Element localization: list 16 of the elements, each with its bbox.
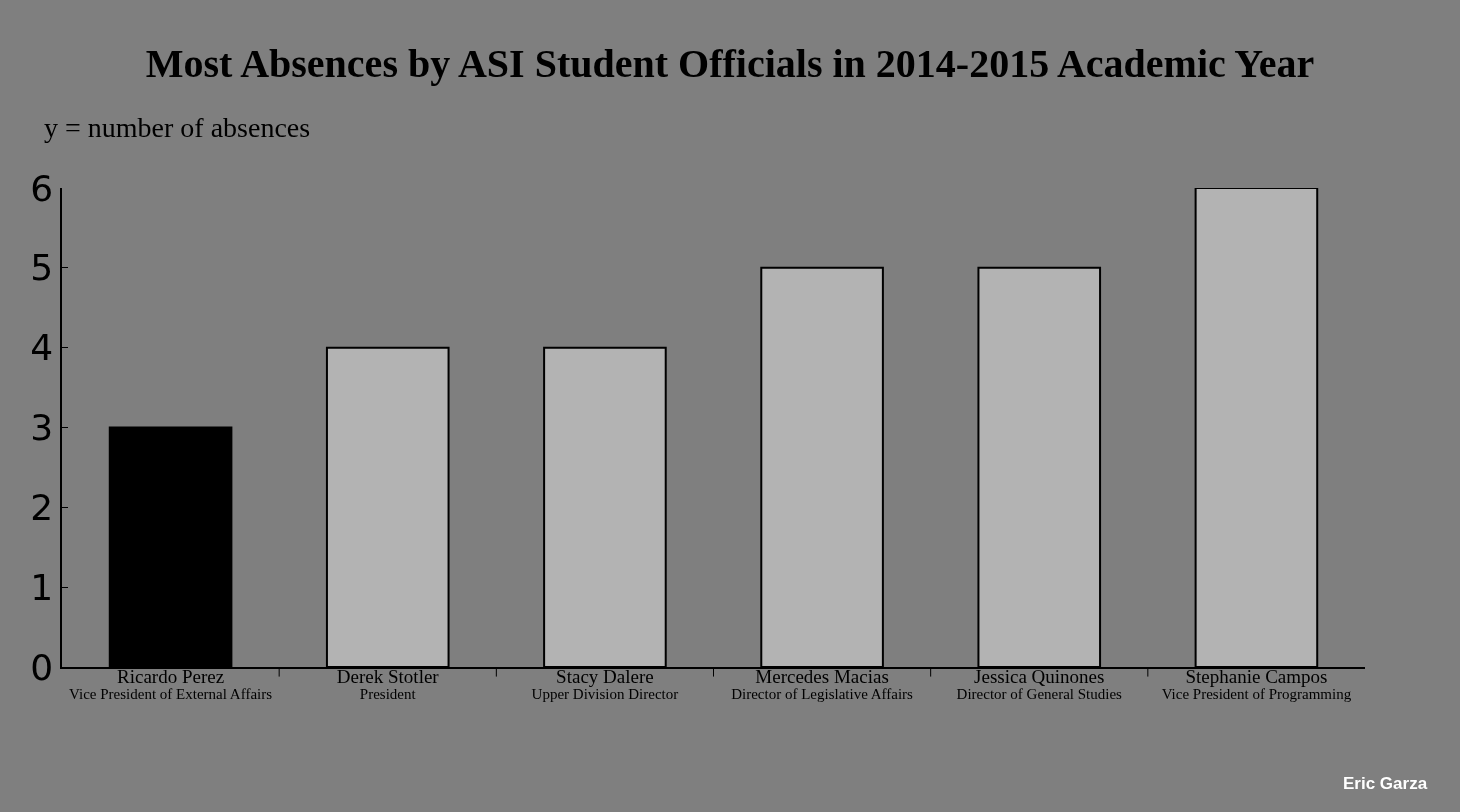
x-tick-label: Derek Stotler President	[336, 666, 440, 702]
y-tick-label: 4	[30, 327, 54, 369]
y-tick-label: 1	[30, 566, 54, 608]
x-tick-label: Stephanie Campos Vice President of Programming	[1161, 666, 1352, 702]
text: Eric Garza	[1343, 774, 1428, 793]
y-tick-label: 3	[30, 407, 54, 449]
y-tick-label: 2	[30, 486, 54, 528]
y-tick-label: 0	[30, 646, 54, 688]
x-tick-label: Mercedes Macias Director of Legislative Affairs	[731, 666, 914, 702]
chart-title: Most Absences by ASI Student Officials in 2014-2015 Academic Year	[145, 40, 1315, 86]
y-tick-label: 6	[30, 167, 54, 209]
x-tick-label: Stacy Dalere Upper Division Director	[531, 666, 679, 702]
x-tick-label: Ricardo Perez Vice President of External Affairs	[69, 666, 273, 702]
y-axis-title: y = number of absences	[44, 112, 311, 143]
x-tick-label: Jessica Quinones Director of General Studies	[956, 666, 1123, 702]
y-tick-label: 5	[30, 247, 54, 289]
